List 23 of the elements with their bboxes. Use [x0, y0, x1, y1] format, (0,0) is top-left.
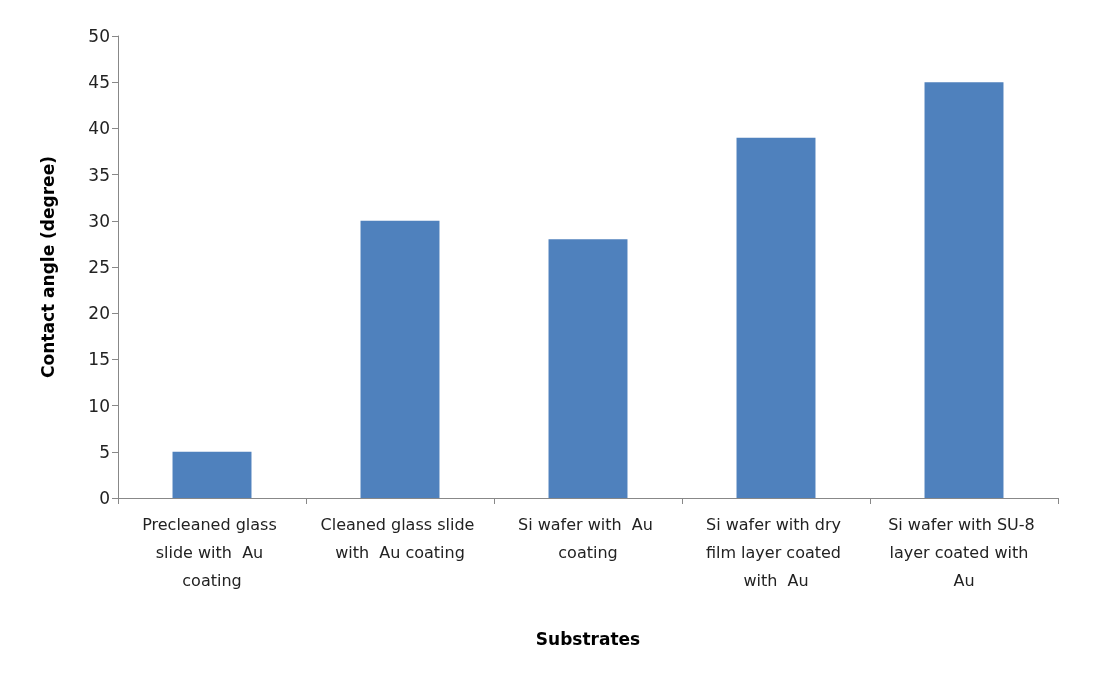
y-tick-label: 30	[88, 210, 110, 231]
y-tick-label: 35	[88, 164, 110, 185]
bar	[172, 451, 252, 498]
y-tick-label: 0	[99, 488, 110, 508]
x-tick-label: Cleaned glass slide with Au coating	[320, 514, 480, 562]
bar	[924, 82, 1004, 498]
y-tick-label: 10	[88, 395, 110, 416]
x-tick-label: Si wafer with dry film layer coated with Au	[705, 514, 847, 590]
x-axis-title: Substrates	[535, 628, 641, 649]
bar	[360, 220, 440, 498]
y-tick-label: 40	[88, 118, 110, 139]
x-tick-label: Precleaned glass slide with Au coating	[142, 514, 282, 590]
y-tick-label: 5	[99, 441, 110, 462]
bar	[548, 239, 628, 498]
y-axis-title: Contact angle (degree)	[37, 156, 58, 378]
y-tick-label: 25	[88, 257, 110, 277]
x-tick-label: Si wafer with Au coating	[517, 514, 659, 562]
y-tick-label: 20	[88, 303, 110, 324]
y-tick-label: 45	[88, 72, 110, 93]
bar	[736, 137, 816, 498]
x-tick-label: Si wafer with SU-8 layer coated with Au	[888, 514, 1040, 590]
y-tick-label: 15	[88, 349, 110, 370]
y-tick-label: 50	[88, 26, 110, 46]
